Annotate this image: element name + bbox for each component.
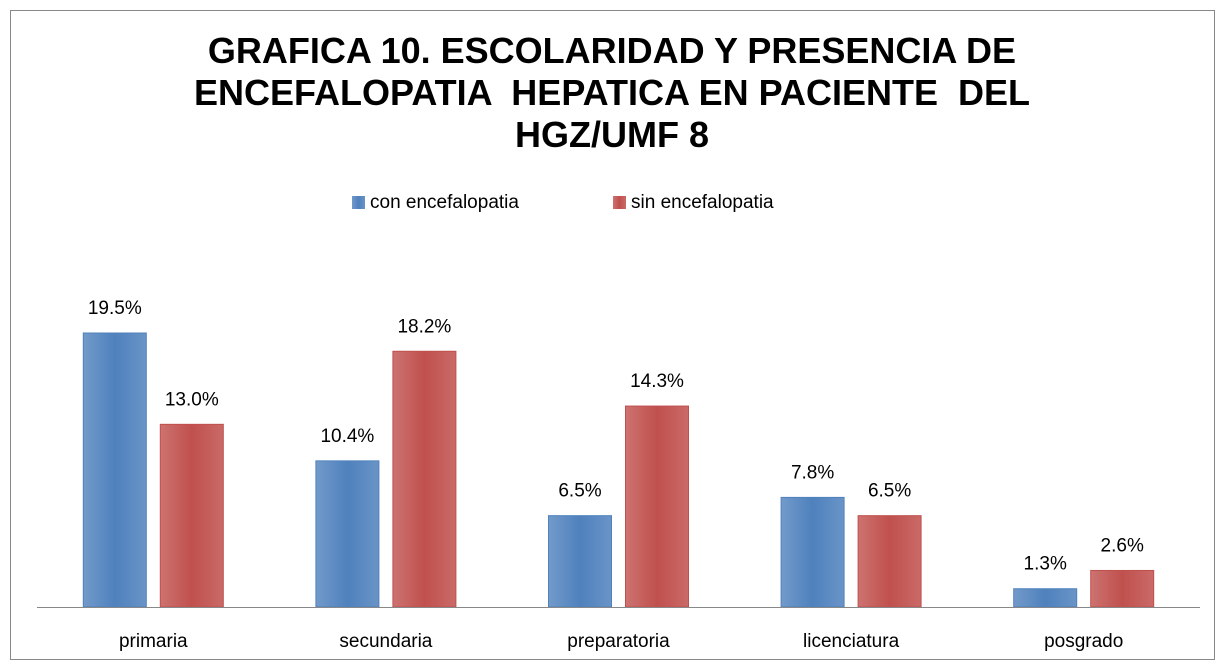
data-label: 6.5% [868,481,911,502]
data-label: 7.8% [791,462,834,483]
data-label: 13.0% [165,389,219,410]
data-label: 14.3% [630,371,684,392]
x-tick-label: primaria [119,631,188,652]
data-label: 19.5% [88,298,142,319]
x-tick-label: secundaria [339,631,432,652]
data-label: 1.3% [1024,554,1067,575]
bar [780,496,845,608]
x-tick-label: licenciatura [803,631,900,652]
legend-label: sin encefalopatia [631,192,774,213]
bar [857,515,922,608]
x-tick-label: posgrado [1044,631,1123,652]
data-label: 18.2% [397,316,451,337]
bar [1013,588,1078,608]
data-label: 6.5% [558,481,601,502]
bar [82,332,147,608]
bar [315,460,380,608]
bar [1090,569,1155,608]
legend-swatch [352,196,365,209]
chart-title: GRAFICA 10. ESCOLARIDAD Y PRESENCIA DE E… [193,30,1041,155]
chart-border [10,10,1215,660]
legend-swatch [613,196,626,209]
x-tick-label: preparatoria [567,631,670,652]
legend-label: con encefalopatia [370,192,519,213]
bar [392,350,457,608]
bar [548,515,612,608]
data-label: 10.4% [320,426,374,447]
data-label: 2.6% [1101,535,1144,556]
bar [625,405,689,608]
bar [159,423,224,608]
